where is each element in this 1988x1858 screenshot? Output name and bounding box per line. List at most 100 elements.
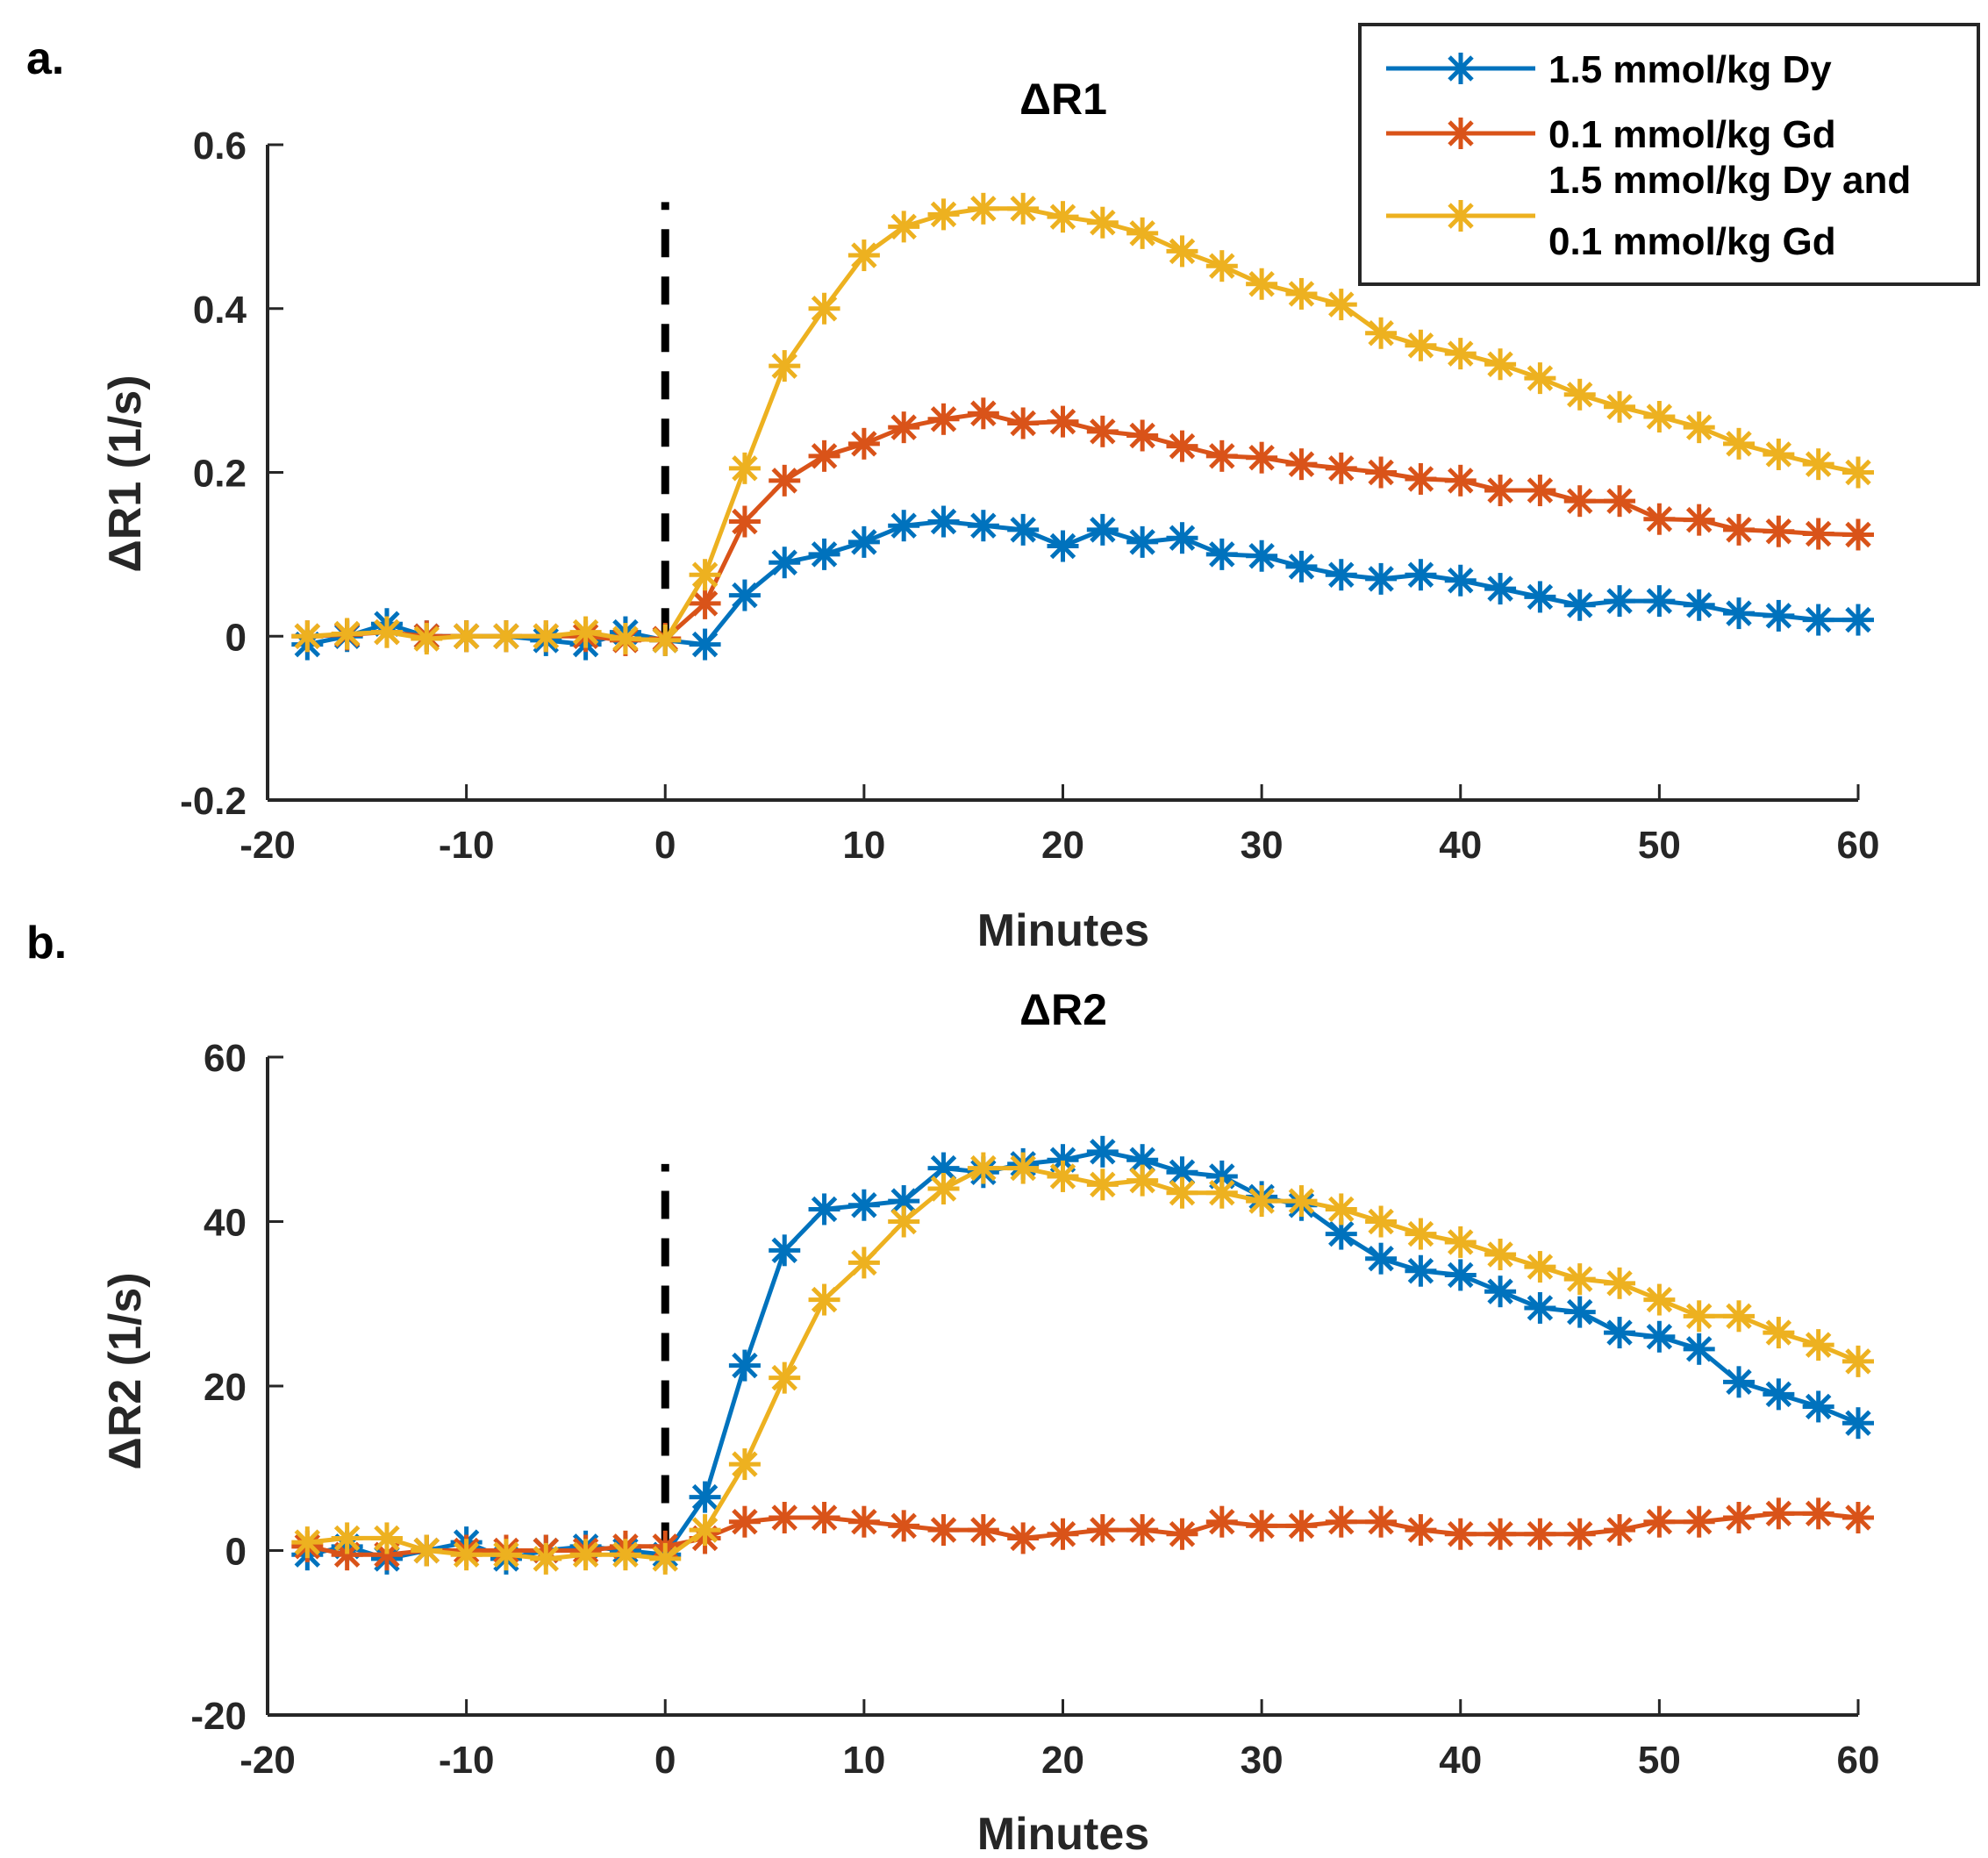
data-point [1205, 250, 1238, 282]
data-point [1325, 289, 1357, 321]
data-point [1365, 1505, 1398, 1538]
data-point [769, 350, 801, 382]
panel-a-title: ΔR1 [1019, 75, 1107, 124]
panel-a-x-axis-label: Minutes [977, 905, 1149, 956]
panel-b-x-tick-label: -10 [439, 1739, 495, 1782]
data-point [1643, 1320, 1676, 1353]
data-point [1723, 1366, 1756, 1398]
data-point [1643, 1505, 1676, 1538]
panel-a: a. ΔR1 -20 -10 0 10 20 30 40 50 60 -0.2 0 0.2 0.4 0.… [26, 23, 1980, 956]
legend-marker-icon [1445, 118, 1477, 149]
legend-label: 1.5 mmol/kg Dy [1548, 48, 1832, 91]
data-point [967, 397, 999, 430]
data-point [728, 505, 761, 538]
data-point [728, 452, 761, 484]
data-point [1763, 1378, 1795, 1411]
data-point [1643, 401, 1676, 433]
panel-a-x-tick-label: 10 [842, 824, 885, 867]
data-point [530, 620, 562, 653]
data-point [490, 1539, 522, 1571]
panel-a-label: a. [26, 33, 64, 84]
data-point [1246, 441, 1278, 474]
data-point [808, 292, 840, 325]
data-point [1444, 1259, 1477, 1291]
data-point [1086, 1168, 1119, 1201]
data-point [967, 1514, 999, 1547]
data-point [1246, 268, 1278, 300]
panel-b-x-axis-label: Minutes [977, 1809, 1149, 1858]
panel-a-y-tick-label: -0.2 [180, 780, 247, 823]
data-point [1723, 513, 1756, 546]
data-point [411, 623, 443, 655]
data-point [1007, 407, 1040, 439]
data-point [1842, 1407, 1874, 1440]
data-point [1563, 1296, 1596, 1328]
panel-a-x-ticks: -20 -10 0 10 20 30 40 50 60 [240, 784, 1879, 867]
data-point [1802, 518, 1834, 550]
series-line [306, 519, 1858, 647]
panel-a-x-tick-label: 30 [1241, 824, 1284, 867]
data-point [847, 427, 880, 460]
panel-a-x-tick-label: 0 [654, 824, 676, 867]
data-point [1643, 503, 1676, 535]
data-point [1205, 439, 1238, 472]
data-point [728, 1505, 761, 1538]
data-point [1166, 522, 1198, 554]
data-point [609, 1539, 641, 1571]
legend-entry-0-1-mmol-kg-gd: 0.1 mmol/kg Gd [1386, 113, 1836, 156]
data-point [1126, 1164, 1159, 1197]
panel-a-y-tick-label: 0.2 [193, 453, 247, 496]
panel-a-x-tick-label: -10 [439, 824, 495, 867]
data-point [1563, 378, 1596, 411]
data-point [847, 525, 880, 558]
panel-b-plot-area [291, 1135, 1874, 1575]
data-point [1802, 1390, 1834, 1423]
data-point [1166, 430, 1198, 462]
data-point [1365, 1205, 1398, 1238]
legend-entry-1-5-mmol-kg-dy-and-0-1-mmol-kg-gd: 1.5 mmol/kg Dy and 0.1 mmol/kg Gd [1386, 159, 1911, 263]
data-point [1802, 604, 1834, 636]
data-point [1325, 1505, 1357, 1538]
panel-b-x-ticks: -20 -10 0 10 20 30 40 50 60 [240, 1699, 1879, 1782]
data-point [927, 1173, 960, 1204]
data-point [888, 510, 920, 542]
data-point [1842, 518, 1874, 551]
data-point [1086, 415, 1119, 447]
data-point [1683, 1505, 1715, 1538]
data-point [1405, 462, 1437, 495]
panel-b-title: ΔR2 [1019, 985, 1107, 1034]
data-point [1325, 452, 1357, 484]
data-point [331, 1522, 363, 1554]
panel-b-y-tick-label: 40 [204, 1202, 247, 1245]
data-point [1563, 1518, 1596, 1550]
panel-b-label: b. [26, 918, 67, 968]
data-point [927, 1514, 960, 1547]
data-point [649, 624, 682, 656]
data-point [1205, 1505, 1238, 1538]
data-point [927, 198, 960, 231]
data-point [1047, 1518, 1079, 1550]
data-point [530, 1542, 562, 1575]
data-point [1484, 1518, 1517, 1550]
data-point [1444, 564, 1477, 597]
data-point [967, 510, 999, 542]
panel-b-y-ticks: -20 0 20 40 60 [190, 1037, 283, 1738]
data-point [291, 620, 324, 653]
data-point [888, 1510, 920, 1542]
data-point [1484, 475, 1517, 507]
data-point [1285, 1185, 1318, 1218]
data-point [1007, 1152, 1040, 1184]
legend-entries: 1.5 mmol/kg Dy 0.1 mmol/kg Gd1.5 mmol/kg … [1386, 48, 1911, 263]
data-point [1763, 599, 1795, 632]
data-point [769, 1361, 801, 1394]
data-point [1683, 504, 1715, 536]
panel-b-x-tick-label: 60 [1837, 1739, 1880, 1782]
data-point [1086, 513, 1119, 546]
data-point [569, 1539, 602, 1571]
data-point [728, 1448, 761, 1481]
panel-a-plot-area [291, 192, 1874, 661]
panel-b-series-0-1-mmol-kg-gd [291, 1497, 1874, 1571]
data-point [1604, 1317, 1636, 1349]
data-point [1405, 329, 1437, 361]
